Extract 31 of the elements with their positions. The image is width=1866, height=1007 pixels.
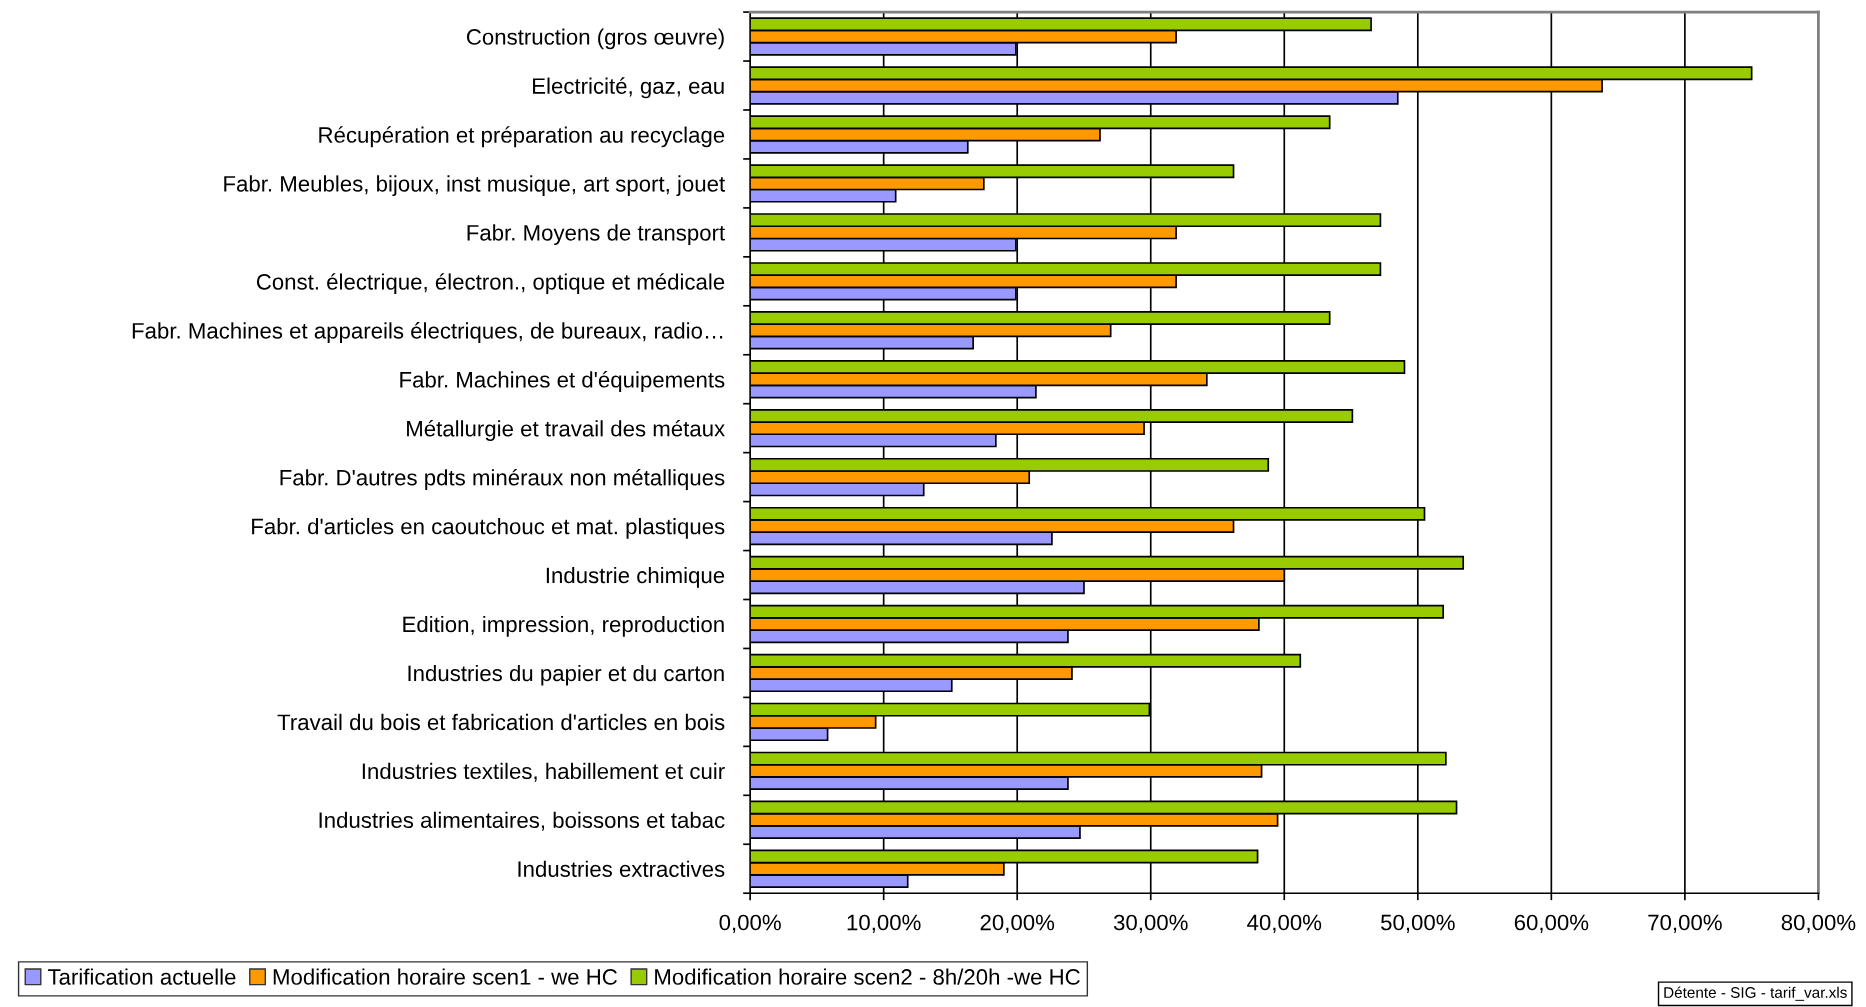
y-tick-label: Const. électrique, électron., optique et médicale [256, 273, 725, 295]
y-tick-label: Industries extractives [518, 860, 725, 877]
y-tick-label: Industries alimentaires, boissons et tabac [319, 811, 725, 831]
y-tick-label: Edition, impression, reproduction [403, 615, 724, 637]
y-tick-label: Fabr. d'articles en caoutchouc et mat. plastiques [252, 518, 725, 539]
y-tick-label: Industrie chimique [546, 566, 725, 588]
y-tick-label: Fabr. Machines et d'équipements [400, 371, 725, 393]
y-tick-label: Fabr. Moyens de transport [467, 224, 725, 246]
legend-label: Tarification actuelle [47, 968, 236, 985]
y-tick-label: Travail du bois et fabrication d'articles en bois [277, 713, 725, 731]
legend-label: Modification horaire scen2 - 8h/20h -we HC [655, 968, 1080, 985]
y-tick-label: Fabr. Meubles, bijoux, inst musique, art sport, jouet [224, 175, 725, 197]
y-tick-label: Industries du papier et du carton [408, 664, 724, 686]
y-tick-label: Construction (gros œuvre) [466, 28, 724, 50]
x-tick-label: 30,00% [1113, 914, 1188, 933]
x-tick-label: 80,00% [1781, 914, 1856, 933]
legend-label: Modification horaire scen1 - we HC [273, 968, 617, 985]
y-tick-label: Fabr. D'autres pdts minéraux non métalliques [280, 468, 725, 490]
y-tick-label: Electricité, gaz, eau [533, 77, 724, 99]
x-tick-label: 40,00% [1247, 914, 1322, 933]
x-tick-label: 20,00% [980, 914, 1055, 933]
x-tick-label: 10,00% [847, 914, 921, 933]
x-tick-label: 0,00% [719, 914, 781, 933]
x-tick-label: 70,00% [1648, 914, 1722, 933]
x-tick-label: 60,00% [1514, 914, 1589, 933]
y-tick-label: Métallurgie et travail des métaux [407, 419, 725, 441]
y-tick-label: Industries textiles, habillement et cuir [362, 762, 725, 782]
y-tick-label: Récupération et préparation au recyclage [319, 126, 725, 148]
text: Détente - SIG - tarif_var.xls [1664, 986, 1847, 1001]
x-tick-label: 50,00% [1381, 914, 1455, 933]
y-tick-label: Fabr. Machines et appareils électriques, de bureaux, radio… [132, 322, 723, 344]
